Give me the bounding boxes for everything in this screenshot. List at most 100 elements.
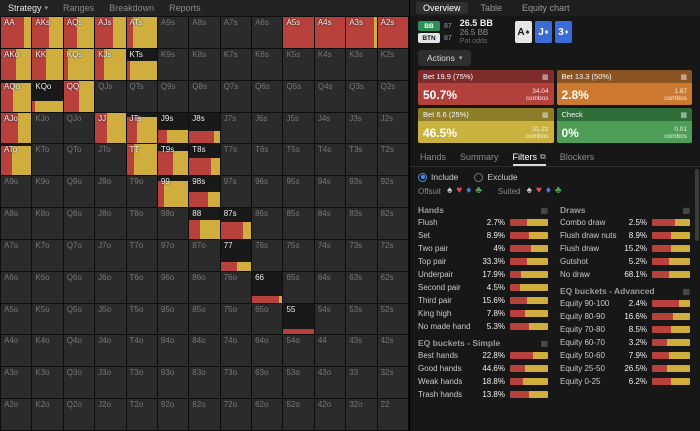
hand-cell-J6s[interactable]: J6s [252,112,283,144]
hand-cell-K9s[interactable]: K9s [157,48,189,80]
menu-reports[interactable]: Reports [169,3,201,13]
filter-row-no-made-hand[interactable]: No made hand 5.3% [418,320,548,332]
hand-cell-84o[interactable]: 84o [189,335,220,367]
hand-cell-Q6s[interactable]: Q6s [252,80,283,112]
filter-row-no-draw[interactable]: No draw 68.1% [560,268,690,280]
hand-cell-65s[interactable]: 65s [283,271,314,303]
filter-row-combo-draw[interactable]: Combo draw 2.5% [560,216,690,228]
hand-cell-84s[interactable]: 84s [314,208,346,239]
hand-cell-43s[interactable]: 43s [346,335,377,367]
hand-cell-AKo[interactable]: AKo [1,48,32,80]
hand-cell-T4o[interactable]: T4o [126,335,157,367]
filter-row-equity-60-70[interactable]: Equity 60-70 3.2% [560,336,690,348]
filter-row-king-high[interactable]: King high 7.8% [418,307,548,319]
hand-cell-92o[interactable]: 92o [157,399,189,430]
hand-cell-AKs[interactable]: AKs [32,17,63,48]
hand-cell-53s[interactable]: 53s [346,303,377,335]
hand-cell-A6o[interactable]: A6o [1,271,32,303]
hand-cell-A3o[interactable]: A3o [1,367,32,399]
hand-cell-75s[interactable]: 75s [283,239,314,271]
scrollbar-thumb[interactable] [695,169,699,241]
exclude-radio[interactable]: Exclude [474,172,518,182]
filter-row-equity-70-80[interactable]: Equity 70-80 8.5% [560,323,690,335]
hand-cell-A7o[interactable]: A7o [1,239,32,271]
hand-cell-83o[interactable]: 83o [189,367,220,399]
hand-cell-K2o[interactable]: K2o [32,399,63,430]
hand-cell-K3o[interactable]: K3o [32,367,63,399]
hand-cell-Q6o[interactable]: Q6o [63,271,95,303]
scrollbar[interactable] [695,169,699,429]
hand-cell-QTo[interactable]: QTo [63,144,95,176]
filter-row-best-hands[interactable]: Best hands 22.8% [418,349,548,361]
hand-cell-T5s[interactable]: T5s [283,144,314,176]
hand-cell-KQs[interactable]: KQs [63,48,95,80]
hand-cell-96s[interactable]: 96s [252,176,283,208]
hand-cell-Q4o[interactable]: Q4o [63,335,95,367]
offsuit-spade-icon[interactable]: ♠ [446,185,453,196]
hand-cell-KQo[interactable]: KQo [32,80,63,112]
filter-row-equity-25-50[interactable]: Equity 25-50 26.5% [560,362,690,374]
hand-cell-94s[interactable]: 94s [314,176,346,208]
hand-cell-95o[interactable]: 95o [157,303,189,335]
hand-cell-J2o[interactable]: J2o [95,399,126,430]
menu-ranges[interactable]: Ranges [63,3,94,13]
hand-cell-J3s[interactable]: J3s [346,112,377,144]
hand-cell-32s[interactable]: 32s [377,367,408,399]
offsuit-heart-icon[interactable]: ♥ [456,185,463,196]
hand-cell-T7s[interactable]: T7s [220,144,252,176]
hand-cell-75o[interactable]: 75o [220,303,252,335]
hand-cell-Q3o[interactable]: Q3o [63,367,95,399]
hand-cell-KJs[interactable]: KJs [95,48,126,80]
hand-cell-85o[interactable]: 85o [189,303,220,335]
hand-cell-86s[interactable]: 86s [252,208,283,239]
hand-cell-ATo[interactable]: ATo [1,144,32,176]
hand-cell-K7s[interactable]: K7s [220,48,252,80]
hand-cell-88[interactable]: 88 [189,208,220,239]
tab-equity-chart[interactable]: Equity chart [522,3,570,13]
hand-cell-AJo[interactable]: AJo [1,112,32,144]
matrix-icon[interactable]: ▦ [541,73,549,81]
hand-cell-Q5s[interactable]: Q5s [283,80,314,112]
hand-cell-72o[interactable]: 72o [220,399,252,430]
filter-row-second-pair[interactable]: Second pair 4.5% [418,281,548,293]
hand-cell-J7o[interactable]: J7o [95,239,126,271]
matrix-icon[interactable]: ▦ [680,73,687,81]
tab-blockers[interactable]: Blockers [560,149,595,166]
hand-cell-J7s[interactable]: J7s [220,112,252,144]
grid-icon[interactable]: ▦ [682,286,690,296]
hand-cell-T6s[interactable]: T6s [252,144,283,176]
hand-cell-54o[interactable]: 54o [283,335,314,367]
actions-button[interactable]: Actions ▾ [418,50,472,66]
filter-row-weak-hands[interactable]: Weak hands 18.8% [418,375,548,387]
hand-cell-J2s[interactable]: J2s [377,112,408,144]
hand-cell-T3o[interactable]: T3o [126,367,157,399]
hand-cell-44[interactable]: 44 [314,335,346,367]
hand-cell-Q3s[interactable]: Q3s [346,80,377,112]
filter-row-third-pair[interactable]: Third pair 15.6% [418,294,548,306]
hand-cell-65o[interactable]: 65o [252,303,283,335]
hand-cell-82o[interactable]: 82o [189,399,220,430]
hand-cell-Q9o[interactable]: Q9o [63,176,95,208]
hand-cell-93o[interactable]: 93o [157,367,189,399]
hand-cell-Q8s[interactable]: Q8s [189,80,220,112]
hand-cell-Q7s[interactable]: Q7s [220,80,252,112]
filter-row-set[interactable]: Set 8.9% [418,229,548,241]
filter-row-underpair[interactable]: Underpair 17.9% [418,268,548,280]
filter-row-good-hands[interactable]: Good hands 44.6% [418,362,548,374]
hand-cell-J4o[interactable]: J4o [95,335,126,367]
hand-cell-96o[interactable]: 96o [157,271,189,303]
hand-cell-Q2s[interactable]: Q2s [377,80,408,112]
hand-cell-98s[interactable]: 98s [189,176,220,208]
hand-cell-J9s[interactable]: J9s [157,112,189,144]
hand-cell-97o[interactable]: 97o [157,239,189,271]
hand-cell-77[interactable]: 77 [220,239,252,271]
hand-cell-32o[interactable]: 32o [346,399,377,430]
suited-spade-icon[interactable]: ♠ [526,185,532,196]
hand-cell-K2s[interactable]: K2s [377,48,408,80]
hand-cell-42o[interactable]: 42o [314,399,346,430]
hand-cell-K4o[interactable]: K4o [32,335,63,367]
hand-cell-63o[interactable]: 63o [252,367,283,399]
hand-cell-33[interactable]: 33 [346,367,377,399]
hand-cell-J4s[interactable]: J4s [314,112,346,144]
hand-cell-J5o[interactable]: J5o [95,303,126,335]
